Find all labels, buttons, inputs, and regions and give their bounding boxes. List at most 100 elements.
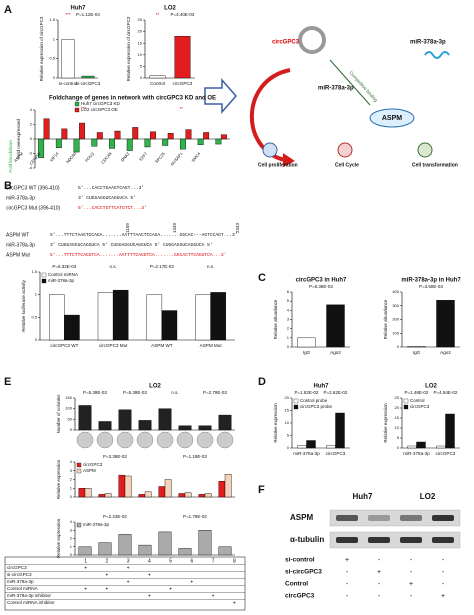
blot-cell: + bbox=[377, 569, 381, 576]
arrow bbox=[204, 78, 237, 114]
bar bbox=[146, 294, 163, 341]
chart-title: LO2 bbox=[149, 384, 161, 390]
table-cell: + bbox=[105, 586, 108, 592]
annotation: n.s. bbox=[207, 264, 214, 269]
blot-cell: - bbox=[346, 569, 349, 576]
blot-row-label: si-control bbox=[285, 557, 315, 564]
bar bbox=[61, 128, 68, 140]
diagram-label: ASPM bbox=[382, 115, 402, 122]
y-tick-label: 1 bbox=[287, 335, 290, 340]
sequence-label: ASPM Mut bbox=[6, 252, 31, 258]
bar bbox=[64, 314, 80, 341]
legend-label: ASPM bbox=[83, 468, 96, 473]
bar bbox=[178, 548, 192, 556]
bar bbox=[224, 474, 232, 498]
y-tick-label: 0 bbox=[70, 552, 73, 557]
y-tick-label: 15 bbox=[395, 415, 400, 420]
table-cell: + bbox=[190, 579, 193, 585]
panel-label: C bbox=[258, 272, 266, 284]
y-tick-label: 2 bbox=[30, 122, 33, 127]
sequence: 5'...TTTCTAAGTCCAGA.......AATTTAACTCCAGA… bbox=[50, 232, 237, 238]
y-axis-label: Fold overexpressed bbox=[16, 119, 21, 159]
y-tick-label: 2 bbox=[70, 477, 73, 482]
bar bbox=[178, 493, 186, 498]
legend-swatch bbox=[41, 278, 47, 284]
y-axis-label: Fold knockdown bbox=[8, 140, 13, 173]
y-tick-label: 0 bbox=[53, 75, 56, 80]
table-row-label: Control miRNA bbox=[7, 586, 39, 591]
y-tick-label: 0 bbox=[397, 445, 400, 450]
y-tick-label: 1 bbox=[70, 544, 73, 549]
chart-title: Huh7 bbox=[71, 6, 87, 12]
annotation: *** bbox=[65, 12, 71, 17]
bar bbox=[124, 475, 132, 498]
legend-label: miR-378a-3p bbox=[83, 522, 110, 527]
mirna bbox=[424, 51, 450, 59]
y-axis-label: Relative expression of circGPC3 bbox=[39, 16, 44, 81]
bar bbox=[218, 546, 232, 556]
bar bbox=[198, 530, 212, 556]
blot-strip bbox=[329, 531, 461, 549]
annotation: P=1.19E-03 bbox=[183, 454, 207, 459]
bar bbox=[335, 412, 345, 449]
y-tick-label: 25 bbox=[138, 17, 143, 22]
blot-cell: + bbox=[409, 581, 413, 588]
bar bbox=[407, 346, 426, 348]
table-cell: + bbox=[148, 593, 151, 599]
cell-icon bbox=[417, 142, 433, 158]
blot-cell: - bbox=[410, 557, 413, 564]
bar bbox=[436, 445, 446, 449]
x-tick-label: miR-378a-3p bbox=[403, 451, 430, 456]
annotation: P=2.23E-02 bbox=[103, 514, 127, 519]
diagram-label: miR-378a-3p bbox=[410, 40, 446, 46]
dish bbox=[116, 431, 134, 449]
annotation: P=5.38E-03 bbox=[83, 390, 107, 395]
bar bbox=[97, 292, 114, 341]
y-tick-label: 20 bbox=[395, 405, 400, 410]
bar bbox=[203, 132, 210, 140]
sequence: 5'...TTTCTTCAGGTCA.......AATTTTCAGGTCA..… bbox=[50, 252, 226, 258]
legend-swatch bbox=[74, 101, 80, 107]
bar bbox=[184, 492, 192, 498]
y-tick-label: 2 bbox=[70, 536, 73, 541]
chart-title: Huh7 bbox=[314, 384, 330, 390]
table-row-label: miR-378a-3p bbox=[7, 579, 34, 584]
y-tick-label: 15 bbox=[138, 40, 143, 45]
bar bbox=[326, 445, 336, 449]
table-frame bbox=[4, 556, 246, 611]
annotation: P=1.48E-02 bbox=[405, 390, 429, 395]
legend-label: Control miRNA bbox=[48, 272, 78, 277]
bar bbox=[61, 39, 75, 79]
annotation: P=2.79E-03 bbox=[203, 390, 227, 395]
table-header: 2 bbox=[105, 558, 108, 564]
bar bbox=[114, 130, 121, 140]
position: 2343 bbox=[235, 222, 240, 233]
bar bbox=[204, 493, 212, 498]
bar bbox=[149, 75, 166, 79]
y-tick-label: 15 bbox=[285, 408, 290, 413]
y-tick-label: 4 bbox=[70, 519, 73, 524]
x-tick-label: DNA2 bbox=[120, 151, 131, 163]
legend-label: miR-378a-3p bbox=[48, 278, 75, 283]
bar bbox=[174, 36, 191, 79]
bar bbox=[150, 131, 156, 140]
chart-title: miR-378a-3p in Huh7 bbox=[401, 278, 461, 284]
table-cell: + bbox=[233, 600, 236, 606]
panel-label: E bbox=[4, 376, 11, 388]
x-tick-label: IgG bbox=[413, 350, 421, 355]
table-cell: + bbox=[84, 565, 87, 571]
arrowhead bbox=[283, 153, 295, 167]
bar bbox=[132, 127, 139, 140]
bar bbox=[178, 425, 192, 431]
annotation: P=3.58E-03 bbox=[419, 284, 443, 289]
blot-row-label: Control bbox=[285, 581, 308, 588]
x-tick-label: si-control bbox=[59, 81, 78, 86]
bar bbox=[118, 409, 132, 431]
y-tick-label: 0.5 bbox=[49, 56, 55, 61]
y-tick-label: 150 bbox=[65, 395, 72, 400]
table-row-label: si-circGPC3 bbox=[7, 572, 32, 577]
bar bbox=[144, 491, 152, 498]
annotation: P=4.40E-03 bbox=[171, 12, 195, 17]
y-tick-label: 0 bbox=[140, 75, 143, 80]
bar bbox=[436, 300, 455, 348]
